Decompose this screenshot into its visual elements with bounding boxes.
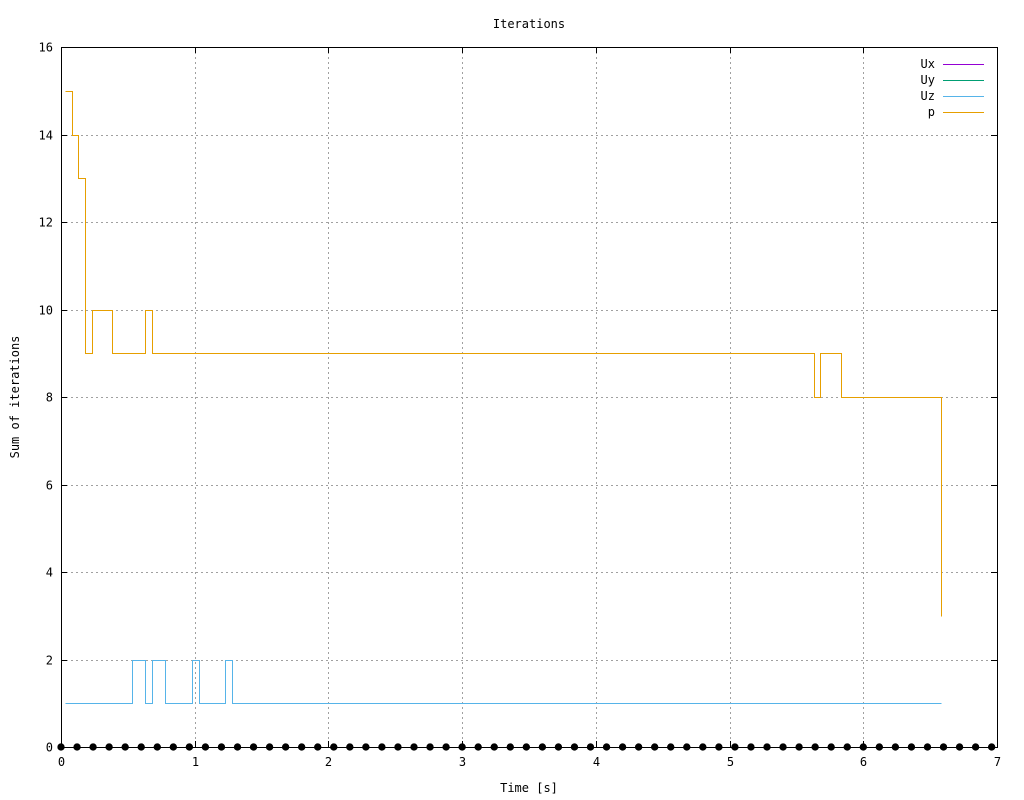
grid: [61, 47, 997, 747]
y-tick-label: 8: [46, 391, 53, 405]
x-tick-label: 5: [727, 755, 734, 769]
legend-label-uz: Uz: [921, 89, 935, 103]
y-tick-label: 16: [39, 41, 53, 55]
legend-label-uy: Uy: [921, 73, 935, 87]
x-tick-label: 0: [58, 755, 65, 769]
y-tick-label: 14: [39, 129, 53, 143]
series-uz-line: [65, 660, 942, 704]
y-tick-label: 2: [46, 654, 53, 668]
series-uy-points: [57, 743, 996, 751]
legend-label-ux: Ux: [921, 57, 935, 71]
legend: Ux Uy Uz p: [921, 57, 984, 119]
y-axis-label: Sum of iterations: [8, 336, 22, 459]
x-tick-label: 1: [192, 755, 199, 769]
y-tick-label: 10: [39, 304, 53, 318]
y-tick-label: 12: [39, 216, 53, 230]
x-tick-label: 4: [593, 755, 600, 769]
series-p-line: [65, 91, 942, 617]
y-tick-label: 6: [46, 479, 53, 493]
chart-title: Iterations: [493, 17, 565, 31]
y-tick-label: 0: [46, 741, 53, 755]
x-tick-label: 3: [459, 755, 466, 769]
x-tick-label: 7: [994, 755, 1001, 769]
y-tick-label: 4: [46, 566, 53, 580]
legend-label-p: p: [928, 105, 935, 119]
x-axis-label: Time [s]: [500, 781, 558, 795]
x-tick-label: 2: [325, 755, 332, 769]
plot-series: [57, 91, 996, 751]
x-tick-label: 6: [860, 755, 867, 769]
